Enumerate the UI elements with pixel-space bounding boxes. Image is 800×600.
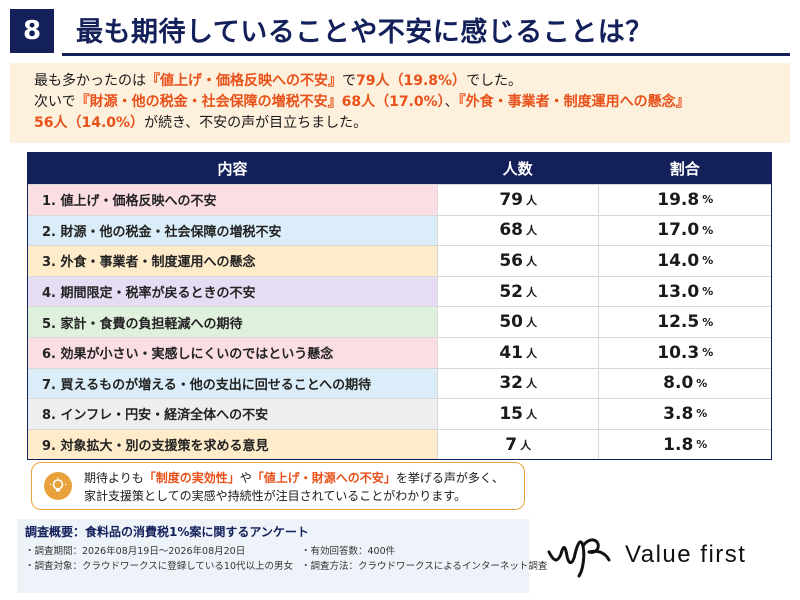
lightbulb-icon xyxy=(44,472,72,500)
row-count: 32 人 xyxy=(436,368,599,399)
survey-overview: 調査概要：食料品の消費税1%案に関するアンケート ・調査期間：2026年08月1… xyxy=(17,519,548,593)
section-number: 8 xyxy=(10,9,54,53)
summary-line-3: 56人（14.0%）が続き、不安の声が目立ちました。 xyxy=(34,115,368,131)
row-ratio: 19.8% xyxy=(598,185,771,215)
header-content: 内容 xyxy=(217,160,248,178)
logo-text: Value first xyxy=(625,541,747,568)
row-count: 68 人 xyxy=(436,215,599,246)
summary-box: 最も多かったのは『値上げ・価格反映への不安』で79人（19.8%）でした。 次い… xyxy=(10,63,790,143)
table-row: 5. 家計・食費の負担軽減への期待 50 人 12.5% xyxy=(28,306,771,337)
row-count: 15 人 xyxy=(436,399,599,429)
company-logo: Value first xyxy=(545,525,785,585)
row-label: 9. 対象拡大・別の支援策を求める意見 xyxy=(28,429,437,460)
lightbulb-glyph xyxy=(49,477,67,492)
row-count: 52 人 xyxy=(436,276,599,307)
insight-callout: 期待よりも「制度の実効性」や「値上げ・財源への不安」を挙げる声が多く、 家計支援… xyxy=(31,462,525,510)
table-row: 1. 値上げ・価格反映への不安 79 人 19.8% xyxy=(28,184,771,215)
row-ratio: 1.8% xyxy=(598,429,771,460)
header-ratio: 割合 xyxy=(669,160,700,178)
survey-target: ・調査対象：クラウドワークスに登録している10代以上の男女 xyxy=(25,561,294,572)
row-ratio: 13.0% xyxy=(598,276,771,307)
row-ratio: 12.5% xyxy=(598,307,771,337)
header-count: 人数 xyxy=(502,160,533,178)
results-table: 内容 人数 割合 1. 値上げ・価格反映への不安 79 人 19.8% 2. 財源・他の… xyxy=(27,152,772,461)
survey-responses: ・有効回答数：400件 xyxy=(301,546,396,557)
page-title: 最も期待していることや不安に感じることは？ xyxy=(76,17,653,48)
row-label: 6. 効果が小さい・実感しにくいのではという懸念 xyxy=(28,337,437,368)
row-ratio: 3.8% xyxy=(598,399,771,429)
summary-line-2: 次いで『財源・他の税金・社会保障の増税不安』68人（17.0%）、『外食・事業者… xyxy=(34,94,690,110)
row-count: 56 人 xyxy=(436,246,599,276)
table-header: 内容 人数 割合 xyxy=(28,153,771,184)
row-ratio: 17.0% xyxy=(598,215,771,246)
row-label: 8. インフレ・円安・経済全体への不安 xyxy=(28,399,437,429)
callout-text: 期待よりも「制度の実効性」や「値上げ・財源への不安」を挙げる声が多く、 家計支援… xyxy=(84,471,504,503)
header: 8 最も期待していることや不安に感じることは？ xyxy=(0,0,800,56)
summary-line-1: 最も多かったのは『値上げ・価格反映への不安』で79人（19.8%）でした。 xyxy=(34,73,523,89)
survey-method: ・調査方法：クラウドワークスによるインターネット調査 xyxy=(301,561,548,572)
row-label: 4. 期間限定・税率が戻るときの不安 xyxy=(28,276,437,307)
table-body: 1. 値上げ・価格反映への不安 79 人 19.8% 2. 財源・他の税金・社会保障の増… xyxy=(28,184,771,460)
row-count: 41 人 xyxy=(436,337,599,368)
table-row: 6. 効果が小さい・実感しにくいのではという懸念 41 人 10.3% xyxy=(28,336,771,368)
survey-title: 調査概要：食料品の消費税1%案に関するアンケート xyxy=(25,525,309,539)
row-count: 50 人 xyxy=(436,307,599,337)
table-row: 2. 財源・他の税金・社会保障の増税不安 68 人 17.0% xyxy=(28,214,771,246)
row-count: 79 人 xyxy=(436,185,599,215)
row-ratio: 10.3% xyxy=(598,337,771,368)
table-row: 4. 期間限定・税率が戻るときの不安 52 人 13.0% xyxy=(28,275,771,307)
survey-period: ・調査期間：2026年08月19日～2026年08月20日 xyxy=(25,546,246,557)
table-row: 8. インフレ・円安・経済全体への不安 15 人 3.8% xyxy=(28,398,771,429)
row-label: 7. 買えるものが増える・他の支出に回せることへの期待 xyxy=(28,368,437,399)
title-underline xyxy=(62,53,790,56)
table-row: 7. 買えるものが増える・他の支出に回せることへの期待 32 人 8.0% xyxy=(28,367,771,399)
row-label: 2. 財源・他の税金・社会保障の増税不安 xyxy=(28,215,437,246)
row-label: 3. 外食・事業者・制度運用への懸念 xyxy=(28,246,437,276)
row-label: 1. 値上げ・価格反映への不安 xyxy=(28,185,437,215)
row-label: 5. 家計・食費の負担軽減への期待 xyxy=(28,307,437,337)
table-row: 3. 外食・事業者・制度運用への懸念 56 人 14.0% xyxy=(28,245,771,276)
table-row: 9. 対象拡大・別の支援策を求める意見 7 人 1.8% xyxy=(28,428,771,460)
logo-mark xyxy=(547,538,611,578)
row-ratio: 8.0% xyxy=(598,368,771,399)
row-ratio: 14.0% xyxy=(598,246,771,276)
